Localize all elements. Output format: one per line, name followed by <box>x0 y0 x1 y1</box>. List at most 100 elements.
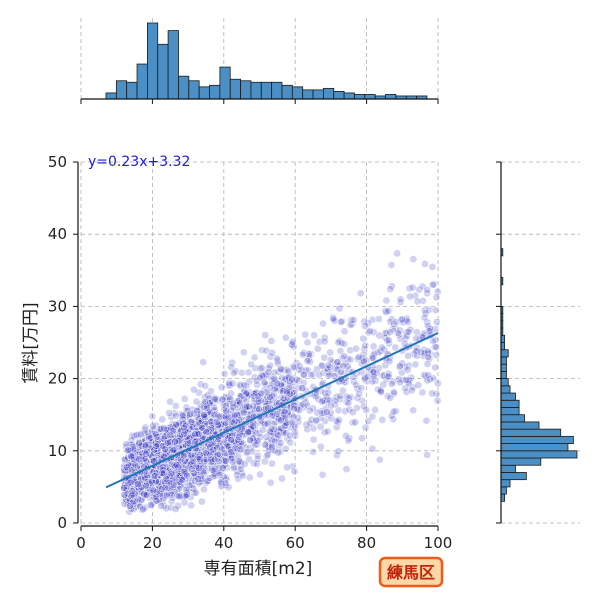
scatter-point <box>324 361 333 370</box>
scatter-point <box>290 467 299 476</box>
scatter-point <box>141 441 150 450</box>
scatter-point <box>267 337 276 345</box>
scatter-point <box>298 384 307 393</box>
scatter-point <box>366 327 374 335</box>
scatter-point <box>361 341 370 350</box>
scatter-point <box>384 372 393 381</box>
scatter-point <box>306 406 314 415</box>
scatter-point <box>220 369 229 378</box>
top-histogram-bar <box>333 91 345 100</box>
scatter-point <box>263 450 272 459</box>
scatter-point <box>152 496 161 505</box>
top-histogram-bar <box>302 89 314 100</box>
top-histogram-bar <box>167 30 179 100</box>
scatter-point <box>120 490 129 499</box>
scatter-point <box>344 399 353 407</box>
scatter-point <box>303 338 312 347</box>
scatter-point <box>332 417 341 425</box>
right-histogram-bar <box>500 457 542 466</box>
scatter-point <box>274 431 283 439</box>
scatter-point <box>425 327 434 336</box>
scatter-point <box>422 416 431 425</box>
scatter-point <box>124 446 133 454</box>
scatter-point <box>142 450 150 459</box>
scatter-point <box>418 388 427 397</box>
scatter-point <box>402 376 411 384</box>
scatter-point <box>309 435 318 444</box>
scatter-point <box>174 437 183 446</box>
scatter-point <box>200 411 209 419</box>
top-histogram-bar <box>260 81 273 100</box>
scatter-point <box>188 423 197 431</box>
x-tick-label: 60 <box>286 534 305 552</box>
top-histogram-bar <box>219 66 231 100</box>
right-histogram-bar <box>500 363 507 372</box>
scatter-point <box>333 451 341 460</box>
scatter-point <box>361 423 370 432</box>
scatter-point <box>368 315 377 324</box>
scatter-point <box>382 296 391 305</box>
scatter-point <box>355 389 364 398</box>
scatter-point <box>135 438 144 447</box>
scatter-point <box>384 336 393 344</box>
scatter-point <box>264 368 273 376</box>
scatter-point <box>411 360 420 369</box>
scatter-point <box>295 362 304 371</box>
regression-equation-label: y=0.23x+3.32 <box>88 154 190 170</box>
scatter-point <box>172 412 180 420</box>
x-tick-label: 20 <box>143 534 162 552</box>
scatter-point <box>423 360 432 368</box>
scatter-point <box>404 327 413 336</box>
scatter-point <box>420 313 429 322</box>
scatter-point <box>236 445 245 454</box>
scatter-point <box>288 337 297 346</box>
scatter-point <box>247 360 255 369</box>
scatter-point <box>207 387 215 395</box>
scatter-point <box>127 452 135 461</box>
y-tick-label: 10 <box>48 442 67 460</box>
top-histogram-bar <box>188 80 200 100</box>
scatter-point <box>143 471 152 480</box>
scatter-point <box>243 448 252 456</box>
scatter-point <box>227 436 236 445</box>
scatter-point <box>315 371 324 379</box>
top-histogram-bar <box>229 78 241 100</box>
scatter-point <box>393 249 401 258</box>
scatter-point <box>152 442 160 450</box>
y-tick-label: 30 <box>48 297 67 315</box>
scatter-point <box>180 395 189 403</box>
scatter-point <box>162 475 171 483</box>
scatter-point <box>245 473 254 482</box>
scatter-point <box>256 470 264 479</box>
right-histogram-bar <box>500 370 507 380</box>
x-tick-label: 100 <box>424 534 453 552</box>
scatter-point <box>256 373 265 382</box>
scatter-point <box>428 280 437 289</box>
scatter-point <box>281 333 290 342</box>
scatter-point <box>409 406 418 415</box>
scatter-point <box>195 455 204 463</box>
scatter-point <box>259 425 267 434</box>
right-histogram-bar <box>500 392 516 401</box>
scatter-point <box>335 304 344 313</box>
scatter-point <box>180 430 188 438</box>
right-histogram-bar <box>500 349 509 358</box>
scatter-point <box>195 388 203 397</box>
top-histogram-bar <box>240 80 252 100</box>
right-histogram-bar <box>500 450 578 459</box>
right-histogram-bar <box>500 435 574 444</box>
scatter-point <box>253 451 262 460</box>
scatter-point <box>266 393 275 402</box>
scatter-point <box>406 292 414 301</box>
scatter-point <box>257 364 266 372</box>
top-histogram-bar <box>105 92 117 100</box>
top-histogram-bar <box>178 75 190 100</box>
scatter-point <box>404 352 412 360</box>
scatter-point <box>158 415 167 424</box>
scatter-point <box>165 409 173 417</box>
scatter-point <box>160 424 168 433</box>
scatter-point <box>384 306 393 315</box>
scatter-point <box>396 295 405 304</box>
top-histogram-bar <box>281 84 293 100</box>
